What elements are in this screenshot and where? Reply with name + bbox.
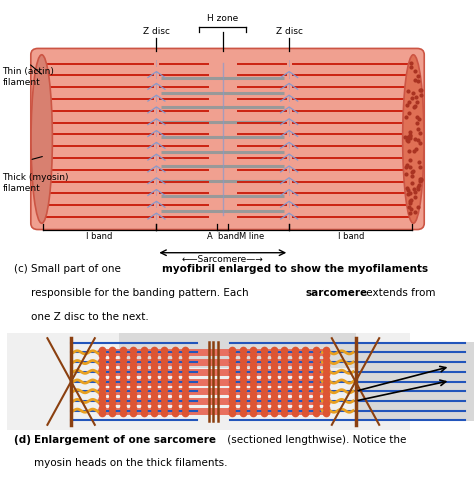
Text: H zone: H zone — [207, 14, 238, 23]
Text: A  band: A band — [207, 232, 239, 241]
Bar — [356, 342, 474, 421]
Text: ←—Sarcomere—→: ←—Sarcomere—→ — [182, 255, 264, 264]
Text: extends from: extends from — [363, 288, 435, 298]
Text: Z disc: Z disc — [143, 27, 170, 36]
Text: Thin (actin)
filament: Thin (actin) filament — [2, 68, 54, 87]
Text: Enlargement of one sarcomere: Enlargement of one sarcomere — [34, 434, 216, 445]
Ellipse shape — [403, 55, 424, 223]
Text: Z disc: Z disc — [276, 27, 302, 36]
Bar — [7, 333, 410, 430]
Text: myosin heads on the thick filaments.: myosin heads on the thick filaments. — [34, 458, 228, 468]
Text: (d): (d) — [14, 434, 35, 445]
Bar — [118, 333, 356, 368]
Text: Thick (myosin)
filament: Thick (myosin) filament — [2, 173, 69, 193]
Text: myofibril enlarged to show the myofilaments: myofibril enlarged to show the myofilame… — [162, 263, 428, 274]
Text: M line: M line — [239, 232, 264, 241]
Text: sarcomere: sarcomere — [305, 288, 367, 298]
Text: I band: I band — [337, 232, 364, 241]
Text: responsible for the banding pattern. Each: responsible for the banding pattern. Eac… — [30, 288, 251, 298]
Text: one Z disc to the next.: one Z disc to the next. — [30, 312, 148, 322]
Text: (sectioned lengthwise). Notice the: (sectioned lengthwise). Notice the — [224, 434, 407, 445]
FancyBboxPatch shape — [31, 49, 424, 229]
Text: I band: I band — [86, 232, 113, 241]
Text: (c) Small part of one: (c) Small part of one — [14, 263, 124, 274]
Ellipse shape — [31, 55, 53, 223]
